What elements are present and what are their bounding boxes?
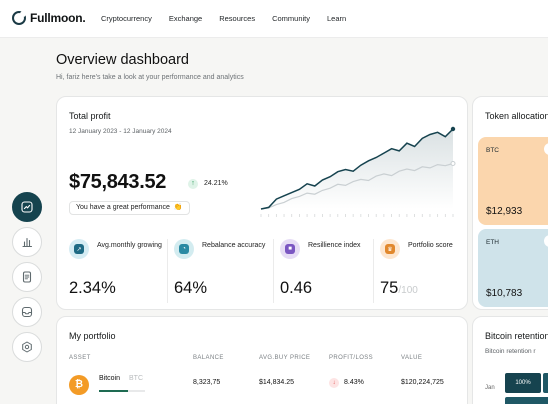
column-balance[interactable]: BALANCE [193,355,224,361]
metric-avg-monthly-growing: ↗ Avg.monthly growing 2.34% [69,239,167,303]
clapping-icon: 👏 [173,204,183,211]
column-asset[interactable]: ASSET [69,355,91,361]
token-title: Token allocation [485,111,548,121]
metric-label: Portfolio score [408,242,453,249]
portfolio-table-header: ASSET BALANCE AVG.BUY PRICE PROFIT/LOSS … [69,355,461,365]
my-portfolio-card: My portfolio ASSET BALANCE AVG.BUY PRICE… [56,316,468,404]
column-profit-loss[interactable]: PROFIT/LOSS [329,355,374,361]
asset-balance: 8,323,75 [193,379,221,386]
token-block-btc[interactable]: BTC ↓ $12,933 [478,137,548,225]
metric-value: 2.34% [69,279,116,297]
page-subtitle: Hi, fariz here's take a look at your per… [56,74,244,81]
brand-logo[interactable]: Fullmoon. [12,11,86,25]
asset-allocation-fill [99,390,128,392]
profit-date-range: 12 January 2023 - 12 January 2024 [69,128,172,135]
arrow-down-icon[interactable]: ↓ [544,143,548,155]
side-rail [12,192,44,367]
metrics-row: ↗ Avg.monthly growing 2.34% ◔ Rebalance … [69,239,461,303]
metric-label: Avg.monthly growing [97,242,162,249]
retention-title: Bitcoin retention [485,331,548,341]
rail-documents-button[interactable] [12,262,42,292]
rail-settings-button[interactable] [12,332,42,362]
nav-item-learn[interactable]: Learn [327,14,347,23]
profit-line-secondary [260,162,454,210]
brand-name: Fullmoon. [30,11,86,25]
retention-cell[interactable]: 100% [505,373,541,393]
column-avg-buy-price[interactable]: AVG.BUY PRICE [259,355,311,361]
metric-label: Resillience index [308,242,361,249]
token-block-eth[interactable]: ETH ↓ $10,783 [478,229,548,307]
retention-month-label: Jan [485,385,495,391]
growth-icon: ↗ [69,239,89,259]
asset-name: Bitcoin [99,375,121,382]
chart-icon [21,201,33,213]
arrow-down-icon: ↓ [329,378,339,388]
rail-overview-button[interactable] [12,192,42,222]
retention-subtitle: Bitcoin retention r [485,348,536,355]
profit-title: Total profit [69,111,111,121]
page-title: Overview dashboard [56,52,189,68]
token-allocation-card: Token allocation BTC ↓ $12,933 ETH ↓ $10… [472,96,548,310]
settings-icon [22,341,32,353]
moon-logo-icon [12,11,26,25]
profit-line-chart [260,126,456,217]
total-profit-card: Total profit 12 January 2023 - 12 Januar… [56,96,468,310]
profit-change: 24.21% [204,180,228,187]
profit-value: $75,843.52 [69,171,167,193]
column-value[interactable]: VALUE [401,355,423,361]
performance-message: You have a great performance [76,204,170,211]
top-navigation-bar: Fullmoon. Cryptocurrency Exchange Resour… [0,0,548,38]
asset-allocation-bar [99,390,145,392]
performance-badge: You have a great performance 👏 [69,201,190,215]
trophy-icon: ♛ [380,239,400,259]
metric-value: 75/100 [380,279,418,297]
asset-value: $120,224,725 [401,379,444,386]
nav-item-resources[interactable]: Resources [219,14,256,23]
token-symbol: ETH [486,239,499,246]
token-symbol: BTC [486,147,499,154]
metric-portfolio-score: ♛ Portfolio score 75/100 [373,239,471,303]
metric-rebalance-accuracy: ◔ Rebalance accuracy 64% [167,239,265,303]
gauge-icon: ◔ [174,239,194,259]
arrow-down-icon[interactable]: ↓ [544,235,548,247]
retention-cell[interactable] [543,373,548,393]
bitcoin-icon: ₿ [69,375,89,395]
metric-resillience-index: ■ Resillience index 0.46 [273,239,371,303]
portfolio-title: My portfolio [69,331,116,341]
table-row[interactable]: ₿ Bitcoin BTC 8,323,75 $14,834.25 ↓ 8.43… [69,375,461,395]
document-icon [22,271,32,283]
arrow-up-icon: ↑ [188,179,198,189]
profit-end-point[interactable] [450,126,456,132]
main-nav: Cryptocurrency Exchange Resources Commun… [101,14,346,23]
metric-value: 0.46 [280,279,313,297]
token-value: $10,783 [486,288,523,299]
metric-value: 64% [174,279,208,297]
rail-inbox-button[interactable] [12,297,42,327]
nav-item-cryptocurrency[interactable]: Cryptocurrency [101,14,152,23]
asset-profit-loss: 8.43% [344,379,364,386]
profit-line-main [260,128,454,210]
bar-chart-icon [22,237,33,248]
bitcoin-retention-card: Bitcoin retention Bitcoin retention r Ja… [472,316,548,404]
asset-avg-price: $14,834.25 [259,379,295,386]
chart-ticks [260,214,454,217]
token-value: $12,933 [486,206,523,217]
metric-label: Rebalance accuracy [202,242,266,249]
shield-icon: ■ [280,239,300,259]
profit-end-point-secondary[interactable] [450,161,456,167]
asset-symbol: BTC [129,375,143,382]
nav-item-community[interactable]: Community [272,14,311,23]
inbox-icon [21,306,33,318]
nav-item-exchange[interactable]: Exchange [168,14,203,23]
retention-cell[interactable] [505,397,548,404]
rail-analytics-button[interactable] [12,227,42,257]
